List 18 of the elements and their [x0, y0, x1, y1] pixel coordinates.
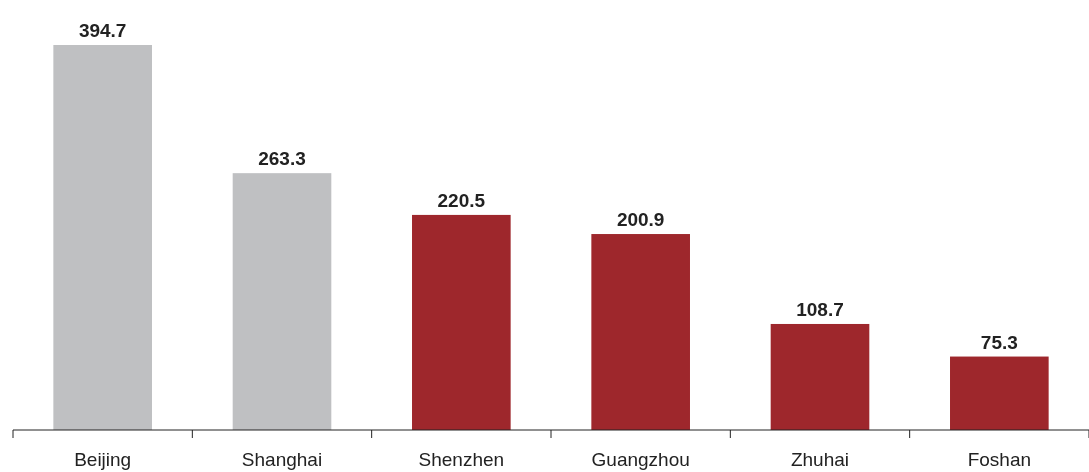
data-label: 220.5: [437, 189, 486, 211]
data-label: 263.3: [258, 148, 306, 170]
bar: [770, 323, 870, 430]
bar: [53, 45, 152, 430]
data-label: 200.9: [616, 209, 665, 231]
bar: [412, 214, 511, 430]
bar: [591, 234, 690, 430]
x-tick-label: Shenzhen: [418, 449, 505, 470]
x-tick-label: Shanghai: [241, 449, 323, 470]
bar: [232, 173, 332, 430]
x-tick-label: Zhuhai: [790, 449, 850, 470]
data-label: 108.7: [796, 298, 844, 320]
bar: [950, 356, 1049, 430]
x-tick-label: Foshan: [967, 449, 1032, 470]
data-label: 75.3: [980, 331, 1018, 353]
x-tick-label: Beijing: [74, 449, 132, 470]
data-label: 394.7: [78, 20, 127, 41]
x-tick-label: Guangzhou: [591, 449, 690, 470]
